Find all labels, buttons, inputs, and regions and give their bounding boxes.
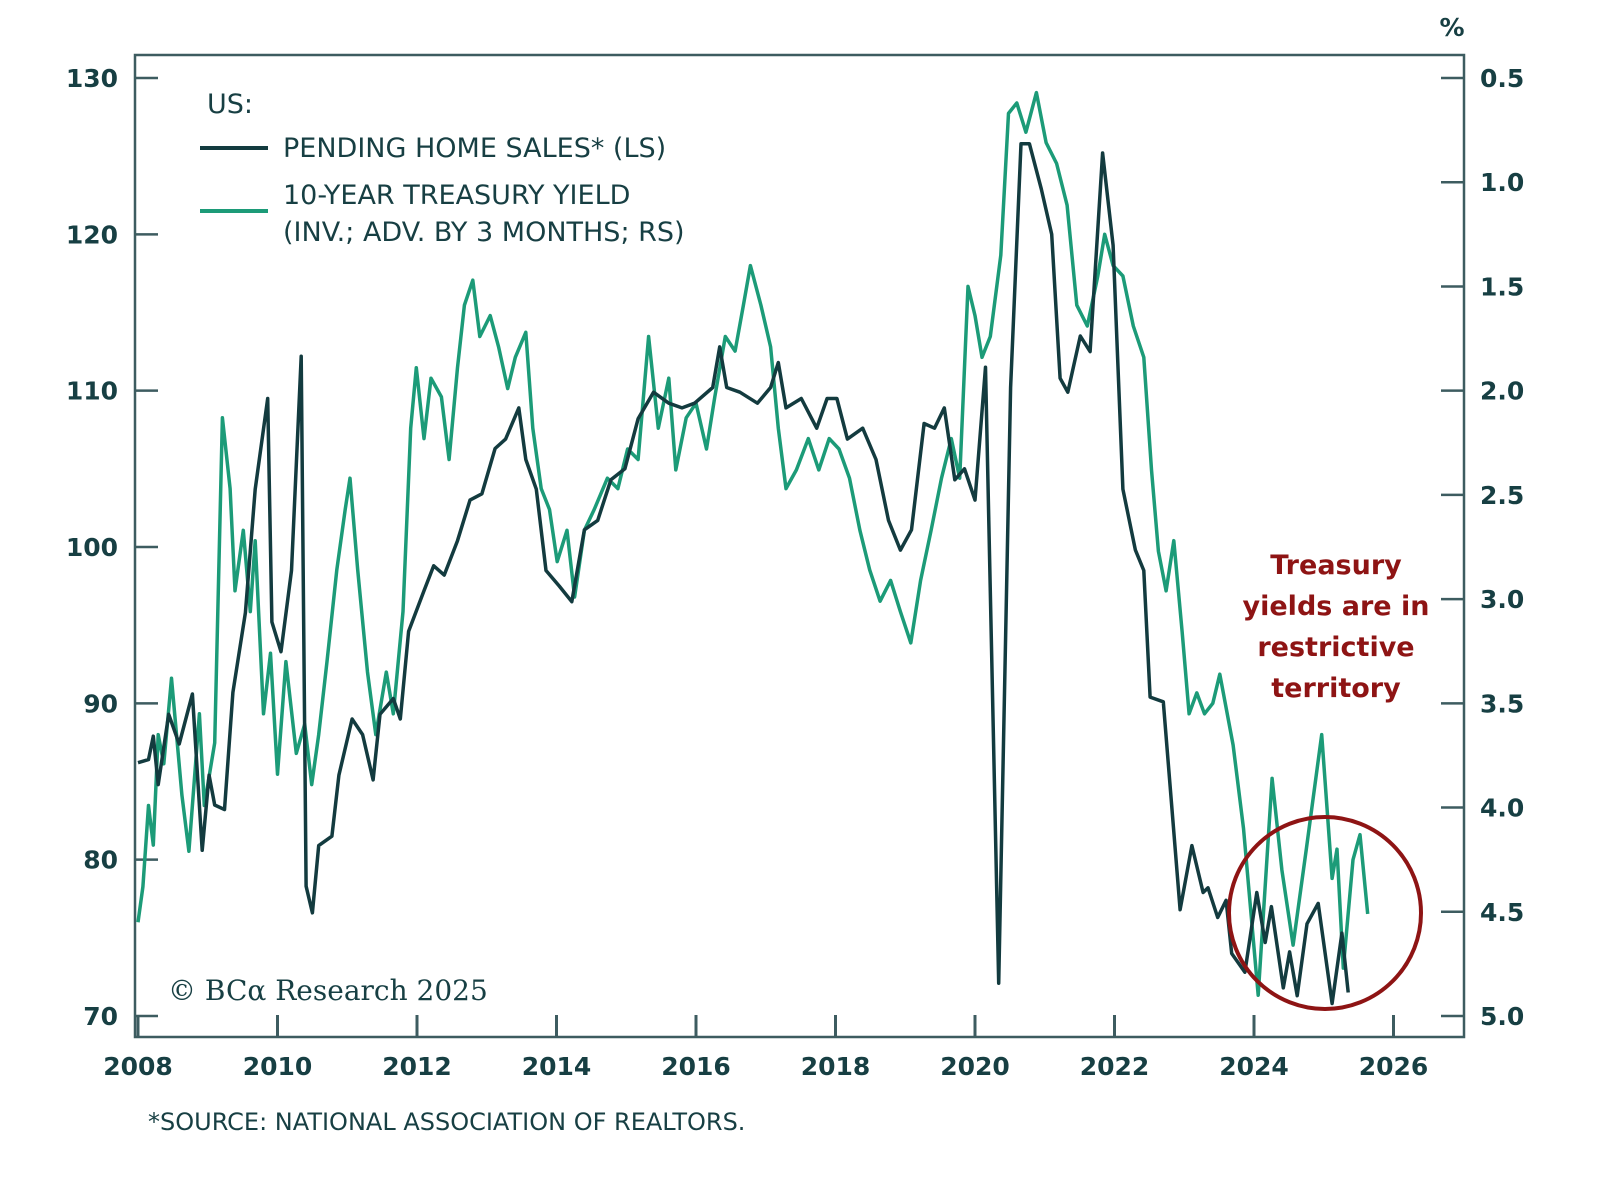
right-axis-tick-label: 3.0 [1480, 585, 1524, 614]
legend: US: PENDING HOME SALES* (LS) 10-YEAR TRE… [200, 89, 685, 248]
annotation-line: restrictive [1257, 632, 1414, 663]
right-axis-tick-label: 2.0 [1480, 377, 1524, 406]
right-axis-tick-label: 1.0 [1480, 168, 1524, 197]
right-axis-unit: % [1439, 13, 1464, 42]
left-axis-tick-label: 120 [66, 220, 118, 249]
left-axis-tick-label: 100 [66, 533, 118, 562]
x-axis-tick-label: 2012 [382, 1052, 452, 1081]
annotation-line: territory [1271, 673, 1401, 704]
x-axis-tick-label: 2022 [1080, 1052, 1150, 1081]
right-axis-tick-label: 2.5 [1480, 481, 1524, 510]
right-axis-tick-label: 4.0 [1480, 794, 1524, 823]
legend-label-treasury-yield: 10-YEAR TREASURY YIELD [283, 180, 630, 211]
source-note: *SOURCE: NATIONAL ASSOCIATION OF REALTOR… [148, 1108, 745, 1136]
x-axis-tick-label: 2018 [801, 1052, 871, 1081]
x-axis-tick-label: 2008 [103, 1052, 173, 1081]
left-axis-tick-label: 130 [66, 64, 118, 93]
legend-title: US: [207, 89, 253, 120]
annotation-line: Treasury [1270, 550, 1402, 581]
left-axis-tick-label: 70 [83, 1002, 118, 1031]
legend-label-pending-home-sales: PENDING HOME SALES* (LS) [283, 133, 666, 164]
x-axis-tick-label: 2014 [522, 1052, 592, 1081]
copyright: © BCα Research 2025 [168, 974, 488, 1007]
right-axis-tick-label: 3.5 [1480, 689, 1524, 718]
x-axis-tick-label: 2020 [940, 1052, 1010, 1081]
left-axis-tick-label: 110 [66, 377, 118, 406]
left-axis-tick-label: 90 [83, 689, 118, 718]
right-axis-tick-label: 4.5 [1480, 898, 1524, 927]
left-axis-tick-label: 80 [83, 846, 118, 875]
x-axis-tick-label: 2026 [1359, 1052, 1429, 1081]
right-axis-tick-label: 0.5 [1480, 64, 1524, 93]
right-axis-tick-label: 1.5 [1480, 272, 1524, 301]
annotation: Treasury yields are in restrictive terri… [1227, 550, 1430, 1011]
x-axis-tick-label: 2010 [243, 1052, 313, 1081]
right-axis-tick-label: 5.0 [1480, 1002, 1524, 1031]
legend-label-treasury-yield-note: (INV.; ADV. BY 3 MONTHS; RS) [283, 217, 685, 248]
x-axis-tick-label: 2024 [1219, 1052, 1289, 1081]
annotation-line: yields are in [1243, 591, 1430, 622]
x-axis-tick-label: 2016 [661, 1052, 731, 1081]
annotation-circle [1227, 815, 1423, 1011]
series-line-pending-home-sales [137, 141, 1350, 1006]
